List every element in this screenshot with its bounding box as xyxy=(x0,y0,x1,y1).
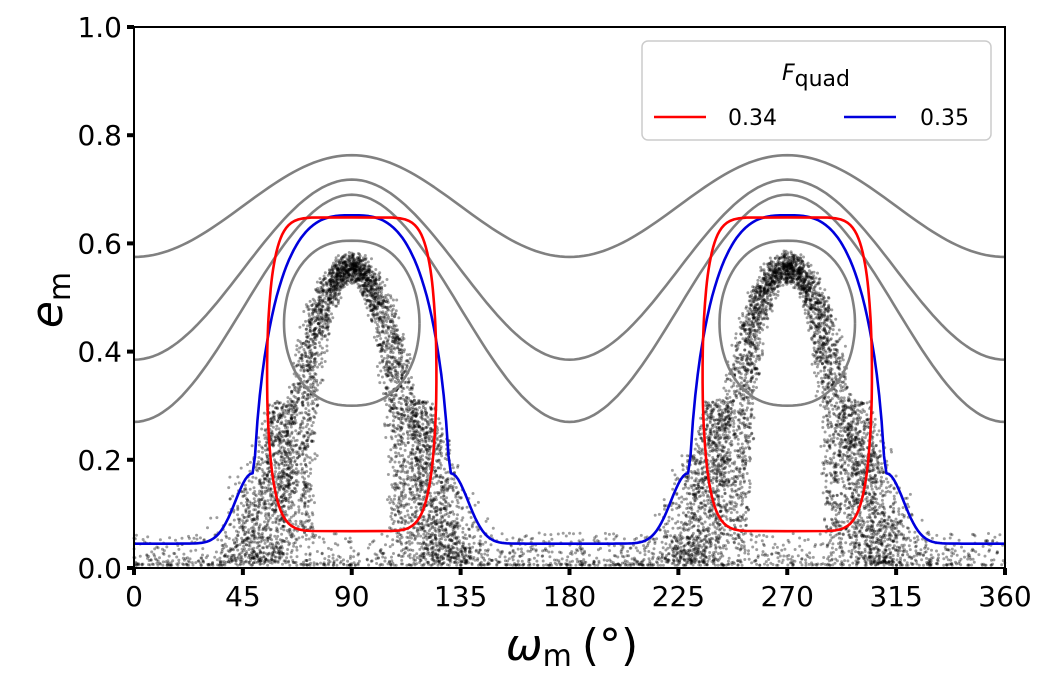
legend-title: Fquad xyxy=(782,61,850,92)
x-tick-label-180: 180 xyxy=(543,580,596,613)
y-tick-label-0.2: 0.2 xyxy=(77,444,122,477)
y-tick-label-0.0: 0.0 xyxy=(77,552,122,585)
curve-libration-inner-90 xyxy=(282,239,421,408)
scatter-points xyxy=(132,249,1007,567)
x-tick-label-315: 315 xyxy=(869,580,922,613)
curve-separatrix-0.34-90 xyxy=(265,216,438,533)
curve-circulating-2 xyxy=(133,178,1006,362)
x-tick-label-360: 360 xyxy=(978,580,1031,613)
legend: Fquad 0.34 0.35 xyxy=(641,40,992,141)
scatter-cloud xyxy=(132,249,1007,567)
legend-box xyxy=(641,40,992,141)
x-tick-label-45: 45 xyxy=(225,580,261,613)
curve-libration-inner-270 xyxy=(718,239,857,408)
y-axis: 0.0 0.2 0.4 0.6 0.8 1.0 xyxy=(77,11,134,585)
y-tick-label-1.0: 1.0 xyxy=(77,11,122,44)
x-axis: 0 45 90 135 180 225 270 315 360 xyxy=(125,568,1032,613)
x-tick-label-135: 135 xyxy=(434,580,487,613)
x-tick-label-0: 0 xyxy=(125,580,143,613)
y-tick-label-0.6: 0.6 xyxy=(77,227,122,260)
x-tick-label-90: 90 xyxy=(334,580,370,613)
x-tick-label-270: 270 xyxy=(761,580,814,613)
x-axis-title: ωm (°) xyxy=(506,620,638,674)
curves xyxy=(133,153,1006,546)
y-tick-label-0.8: 0.8 xyxy=(77,119,122,152)
curve-separatrix-0.35 xyxy=(134,214,1005,546)
y-tick-label-0.4: 0.4 xyxy=(77,336,122,369)
legend-label-0.35: 0.35 xyxy=(920,106,969,131)
legend-label-0.34: 0.34 xyxy=(728,106,777,131)
y-axis-title: em xyxy=(22,272,78,328)
curve-circulating-1 xyxy=(133,153,1006,259)
curve-separatrix-0.34-270 xyxy=(701,216,874,533)
x-tick-label-225: 225 xyxy=(652,580,705,613)
curve-circulating-3 xyxy=(133,193,1006,424)
